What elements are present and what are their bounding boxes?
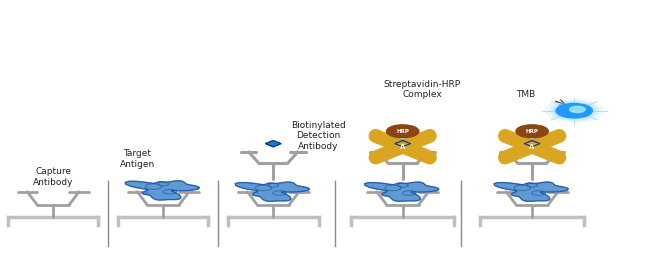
- Circle shape: [569, 106, 585, 113]
- Circle shape: [516, 125, 549, 138]
- Circle shape: [387, 125, 419, 138]
- Circle shape: [550, 101, 599, 120]
- Polygon shape: [235, 182, 309, 201]
- Polygon shape: [395, 141, 410, 147]
- Text: HRP: HRP: [526, 129, 539, 134]
- Polygon shape: [265, 141, 281, 147]
- Polygon shape: [525, 141, 540, 147]
- Polygon shape: [365, 182, 439, 201]
- Circle shape: [553, 102, 595, 119]
- Text: A: A: [529, 144, 535, 150]
- Polygon shape: [125, 181, 200, 200]
- Circle shape: [521, 142, 544, 151]
- Circle shape: [391, 142, 414, 151]
- Text: TMB: TMB: [516, 90, 535, 99]
- Polygon shape: [494, 182, 569, 201]
- Text: Target
Antigen: Target Antigen: [120, 149, 155, 168]
- Text: Streptavidin-HRP
Complex: Streptavidin-HRP Complex: [384, 80, 461, 99]
- Text: A: A: [400, 144, 406, 150]
- Text: Biotinylated
Detection
Antibody: Biotinylated Detection Antibody: [291, 121, 346, 151]
- Text: Capture
Antibody: Capture Antibody: [33, 167, 73, 187]
- Circle shape: [556, 103, 592, 118]
- Text: HRP: HRP: [396, 129, 409, 134]
- Circle shape: [545, 99, 603, 122]
